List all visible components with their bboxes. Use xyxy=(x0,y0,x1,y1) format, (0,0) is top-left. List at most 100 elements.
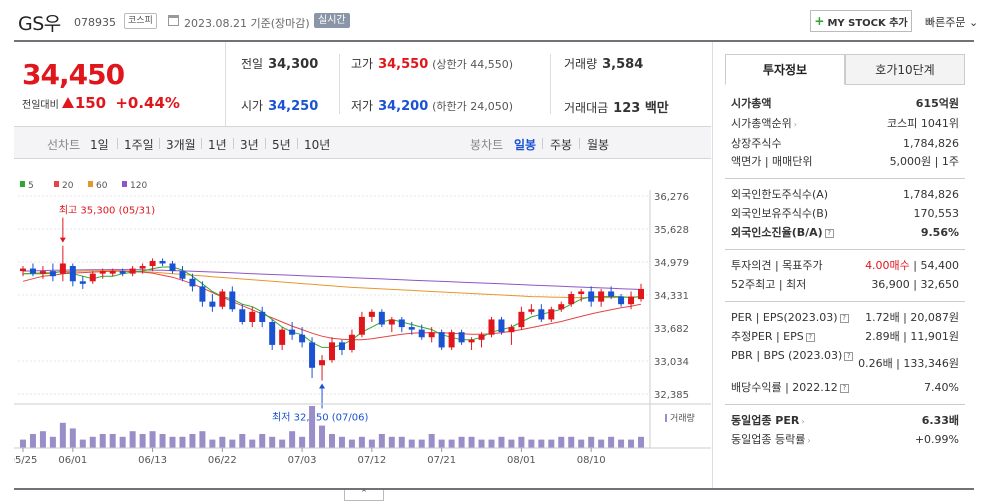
candle-body xyxy=(189,278,196,287)
panel-divider xyxy=(725,404,965,405)
help-icon[interactable]: ? xyxy=(839,383,849,393)
volume-bar xyxy=(488,439,495,448)
period-1y[interactable]: 1년 xyxy=(208,138,227,152)
candle-body xyxy=(19,268,26,272)
candle-daily[interactable]: 일봉 xyxy=(514,138,537,152)
calendar-icon xyxy=(168,15,179,26)
candle-body xyxy=(329,342,335,361)
legend-label: 60 xyxy=(96,181,108,191)
volume-bar xyxy=(119,436,126,448)
chevron-up-icon: ⌃ xyxy=(360,489,368,499)
volume-bar xyxy=(299,436,306,448)
candle-body xyxy=(628,296,635,305)
foreign-rate-row: 외국인소진율(B/A)? 9.56% xyxy=(731,226,959,239)
volume-bar xyxy=(49,436,56,448)
volume-bar xyxy=(179,436,186,448)
volume-label: 거래량 xyxy=(670,412,695,424)
tab-hoga-10[interactable]: 호가10단계 xyxy=(845,54,965,85)
period-divider xyxy=(233,138,234,149)
period-3m[interactable]: 3개월 xyxy=(166,138,196,152)
help-icon[interactable]: ? xyxy=(844,351,854,361)
candle-body xyxy=(568,294,575,305)
industry-per-row[interactable]: 동일업종 PER › 6.33배 xyxy=(731,414,959,427)
quote-divider xyxy=(339,54,340,114)
industry-rate-row[interactable]: 동일업종 등락률 › +0.99% xyxy=(731,433,959,446)
volume: 거래량 3,584 xyxy=(564,57,644,72)
candle-body xyxy=(418,329,425,338)
price-chart[interactable]: 5 20 60 120 36,276 35,628 34,979 34,331 33,682 33… xyxy=(14,160,711,490)
high-arrow-icon xyxy=(59,237,66,243)
period-10y[interactable]: 10년 xyxy=(304,138,331,152)
help-icon[interactable]: ? xyxy=(839,313,849,323)
tab-invest-info[interactable]: 투자정보 xyxy=(725,54,845,85)
collapse-toggle[interactable]: ⌃ xyxy=(344,490,384,501)
volume-bar xyxy=(329,434,335,448)
period-divider xyxy=(297,138,298,149)
volume-bar xyxy=(89,436,96,448)
candle-body xyxy=(289,329,296,335)
candle-body xyxy=(548,309,555,320)
volume-bar xyxy=(628,439,635,448)
candle-weekly[interactable]: 주봉 xyxy=(550,138,573,152)
volume-bar xyxy=(338,436,345,448)
volume-bar xyxy=(398,436,405,448)
candle-body xyxy=(478,334,485,340)
y-tick-label: 34,331 xyxy=(654,291,689,302)
volume-bar xyxy=(638,436,645,448)
period-1w[interactable]: 1주일 xyxy=(124,138,154,152)
volume-bar xyxy=(458,436,465,448)
low-arrow-icon xyxy=(319,383,326,389)
change-percent: +0.44% xyxy=(115,94,180,112)
candle-body xyxy=(199,286,206,302)
quote-divider xyxy=(550,54,551,114)
candle-body xyxy=(299,334,306,343)
volume-bar xyxy=(149,431,156,448)
y-tick-label: 36,276 xyxy=(654,192,689,203)
period-divider xyxy=(542,138,543,149)
volume-bar xyxy=(558,436,565,448)
volume-bar xyxy=(99,434,106,448)
dividend-row: 배당수익률 | 2022.12? 7.40% xyxy=(731,381,959,394)
volume-bar xyxy=(528,439,535,448)
market-cap-rank-row[interactable]: 시가총액순위 › 코스피 1041위 xyxy=(731,117,959,130)
candle-body xyxy=(59,263,66,274)
volume-bar xyxy=(548,439,555,448)
period-3y[interactable]: 3년 xyxy=(240,138,259,152)
volume-bar xyxy=(368,439,375,448)
legend-swatch xyxy=(20,181,25,187)
help-icon[interactable]: ? xyxy=(824,228,834,238)
volume-legend-swatch xyxy=(665,414,667,422)
candle-body xyxy=(179,271,186,279)
y-tick-label: 35,628 xyxy=(654,225,689,236)
candle-body xyxy=(348,334,355,350)
foreign-limit-row: 외국인한도주식수(A) 1,784,826 xyxy=(731,188,959,201)
candle-body xyxy=(209,301,216,307)
volume-bar xyxy=(358,436,365,448)
period-5y[interactable]: 5년 xyxy=(272,138,291,152)
volume-bar xyxy=(319,425,326,448)
par-value-row: 액면가 | 매매단위 5,000원 | 1주 xyxy=(731,155,959,168)
x-tick-label: 06/01 xyxy=(58,455,87,466)
volume-bar xyxy=(139,434,146,448)
price-box: 34,450 전일대비 150 +0.44% xyxy=(14,42,226,126)
opinion-row: 투자의견 | 목표주가 4.00매수 | 54,400 xyxy=(731,259,959,272)
candle-monthly[interactable]: 월봉 xyxy=(587,138,610,152)
realtime-badge[interactable]: 실시간 xyxy=(314,13,350,28)
volume-bar xyxy=(428,434,435,448)
volume-bar xyxy=(498,436,505,448)
high-annotation: 최고 35,300 (05/31) xyxy=(59,205,155,217)
period-divider xyxy=(201,138,202,149)
my-stock-add-button[interactable]: + MY STOCK 추가 xyxy=(810,10,912,32)
line-chart-label: 선차트 xyxy=(47,138,81,152)
est-per-row: 추정PER | EPS? 2.89배 | 11,901원 xyxy=(731,330,959,343)
moving-average-ma5-line xyxy=(23,266,642,348)
period-1d[interactable]: 1일 xyxy=(90,138,109,152)
help-icon[interactable]: ? xyxy=(805,332,815,342)
prev-close: 전일 34,300 xyxy=(241,57,319,72)
volume-bar xyxy=(448,439,455,448)
volume-bar xyxy=(279,439,286,448)
quick-order-button[interactable]: 빠른주문 ⌄ xyxy=(925,14,978,30)
high-price: 고가 34,550 (상한가 44,550) xyxy=(351,57,514,72)
candle-body xyxy=(488,319,495,335)
volume-bar xyxy=(438,439,445,448)
